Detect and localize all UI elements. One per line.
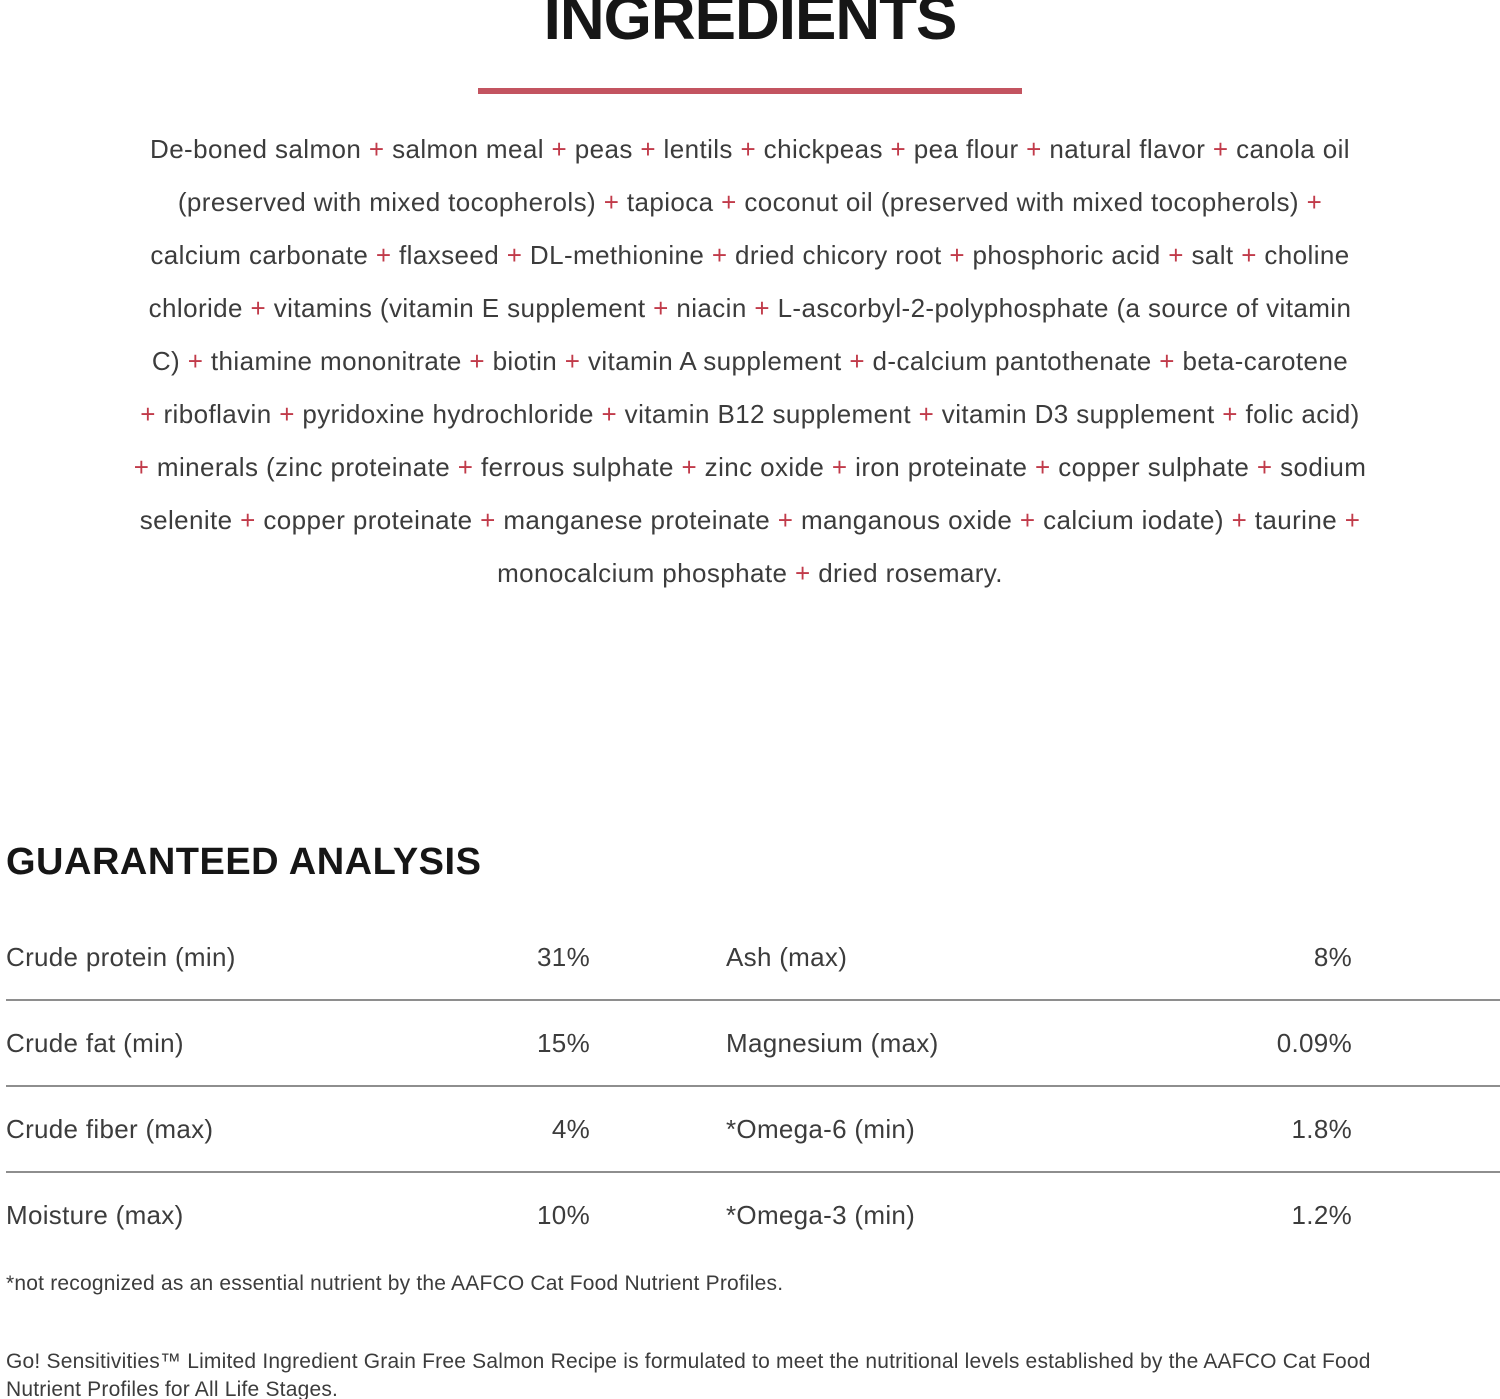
column-gap — [590, 1200, 726, 1230]
aafco-footnote: *not recognized as an essential nutrient… — [6, 1272, 784, 1295]
plus-separator: + — [601, 399, 618, 429]
plus-separator: + — [681, 452, 698, 482]
plus-separator: + — [375, 240, 392, 270]
plus-separator: + — [240, 505, 256, 535]
nutrient-label-left: Crude fiber (max) — [6, 1114, 214, 1144]
ingredients-line: monocalcium phosphate + dried rosemary. — [497, 558, 1003, 588]
row-tail — [1352, 1200, 1500, 1230]
nutrient-label-right: Magnesium (max) — [726, 1028, 939, 1058]
plus-separator: + — [653, 293, 669, 323]
plus-separator: + — [457, 452, 474, 482]
nutrient-label-right: *Omega-3 (min) — [726, 1200, 916, 1230]
ingredients-line: chloride + vitamins (vitamin E supplemen… — [148, 293, 1352, 323]
plus-separator: + — [368, 134, 385, 164]
ingredients-line: selenite + copper proteinate + manganese… — [139, 505, 1361, 535]
plus-separator: + — [603, 187, 620, 217]
nutrient-label-right: *Omega-6 (min) — [726, 1114, 916, 1144]
ingredients-line: C) + thiamine mononitrate + biotin + vit… — [151, 346, 1349, 376]
guaranteed-analysis-section: GUARANTEED ANALYSIS Crude protein (min) 3… — [0, 842, 1500, 1399]
ingredients-section: INGREDIENTS De-boned salmon + salmon mea… — [0, 0, 1500, 600]
column-gap — [590, 942, 726, 972]
row-tail — [1352, 942, 1500, 972]
ingredients-line: De-boned salmon + salmon meal + peas + l… — [150, 134, 1350, 164]
title-underline-accent — [478, 88, 1022, 94]
plus-separator: + — [1212, 134, 1229, 164]
column-gap — [590, 1114, 726, 1144]
nutrient-value-left: 15% — [537, 1028, 590, 1058]
ingredients-line: + minerals (zinc proteinate + ferrous su… — [133, 452, 1367, 482]
nutrient-value-left: 10% — [537, 1200, 590, 1230]
plus-separator: + — [949, 240, 965, 270]
plus-separator: + — [250, 293, 267, 323]
plus-separator: + — [564, 346, 581, 376]
plus-separator: + — [1159, 346, 1175, 376]
plus-separator: + — [279, 399, 295, 429]
plus-separator: + — [133, 452, 150, 482]
nutrient-value-right: 8% — [1313, 942, 1352, 972]
plus-separator: + — [777, 505, 794, 535]
plus-separator: + — [1034, 452, 1051, 482]
nutrient-label-left: Crude fat (min) — [6, 1028, 184, 1058]
row-tail — [1352, 1028, 1500, 1058]
plus-separator: + — [721, 187, 737, 217]
plus-separator: + — [740, 134, 757, 164]
plus-separator: + — [1256, 452, 1273, 482]
plus-separator: + — [551, 134, 568, 164]
plus-separator: + — [506, 240, 523, 270]
plus-separator: + — [1231, 505, 1248, 535]
analysis-table-row: Crude fat (min) 15% Magnesium (max) 0.09% — [6, 1001, 1500, 1087]
plus-separator: + — [1168, 240, 1184, 270]
ingredients-text: De-boned salmon + salmon meal + peas + l… — [20, 123, 1480, 600]
nutrient-value-right: 0.09% — [1276, 1028, 1352, 1058]
plus-separator: + — [469, 346, 485, 376]
ingredients-title: INGREDIENTS — [543, 0, 958, 53]
plus-separator: + — [849, 346, 865, 376]
plus-separator: + — [754, 293, 770, 323]
guaranteed-analysis-title: GUARANTEED ANALYSIS — [6, 841, 482, 883]
plus-separator: + — [1306, 187, 1323, 217]
guaranteed-analysis-table: Crude protein (min) 31% Ash (max) 8% Crude f… — [6, 915, 1500, 1257]
analysis-table-row: Crude fiber (max) 4% *Omega-6 (min) 1.8% — [6, 1087, 1500, 1173]
nutrient-value-left: 31% — [537, 942, 590, 972]
plus-separator: + — [140, 399, 156, 429]
plus-separator: + — [1241, 240, 1257, 270]
nutrient-value-right: 1.2% — [1291, 1200, 1352, 1230]
nutrient-label-right: Ash (max) — [726, 942, 848, 972]
plus-separator: + — [831, 452, 848, 482]
plus-separator: + — [480, 505, 496, 535]
plus-separator: + — [711, 240, 728, 270]
column-gap — [590, 1028, 726, 1058]
plus-separator: + — [918, 399, 935, 429]
ingredients-line: calcium carbonate + flaxseed + DL-methio… — [150, 240, 1350, 270]
plus-separator: + — [890, 134, 907, 164]
nutrient-label-left: Moisture (max) — [6, 1200, 184, 1230]
plus-separator: + — [794, 558, 811, 588]
nutrient-value-right: 1.8% — [1291, 1114, 1352, 1144]
plus-separator: + — [187, 346, 204, 376]
plus-separator: + — [1019, 505, 1036, 535]
ingredients-line: (preserved with mixed tocopherols) + tap… — [177, 187, 1323, 217]
plus-separator: + — [1026, 134, 1042, 164]
row-tail — [1352, 1114, 1500, 1144]
plus-separator: + — [640, 134, 656, 164]
plus-separator: + — [1344, 505, 1361, 535]
formulation-statement: Go! Sensitivities™ Limited Ingredient Gr… — [6, 1350, 1371, 1399]
plus-separator: + — [1222, 399, 1238, 429]
ingredients-line: + riboflavin + pyridoxine hydrochloride … — [140, 399, 1360, 429]
analysis-table-row: Moisture (max) 10% *Omega-3 (min) 1.2% — [6, 1173, 1500, 1257]
nutrient-label-left: Crude protein (min) — [6, 942, 236, 972]
nutrient-value-left: 4% — [551, 1114, 590, 1144]
analysis-table-row: Crude protein (min) 31% Ash (max) 8% — [6, 915, 1500, 1001]
